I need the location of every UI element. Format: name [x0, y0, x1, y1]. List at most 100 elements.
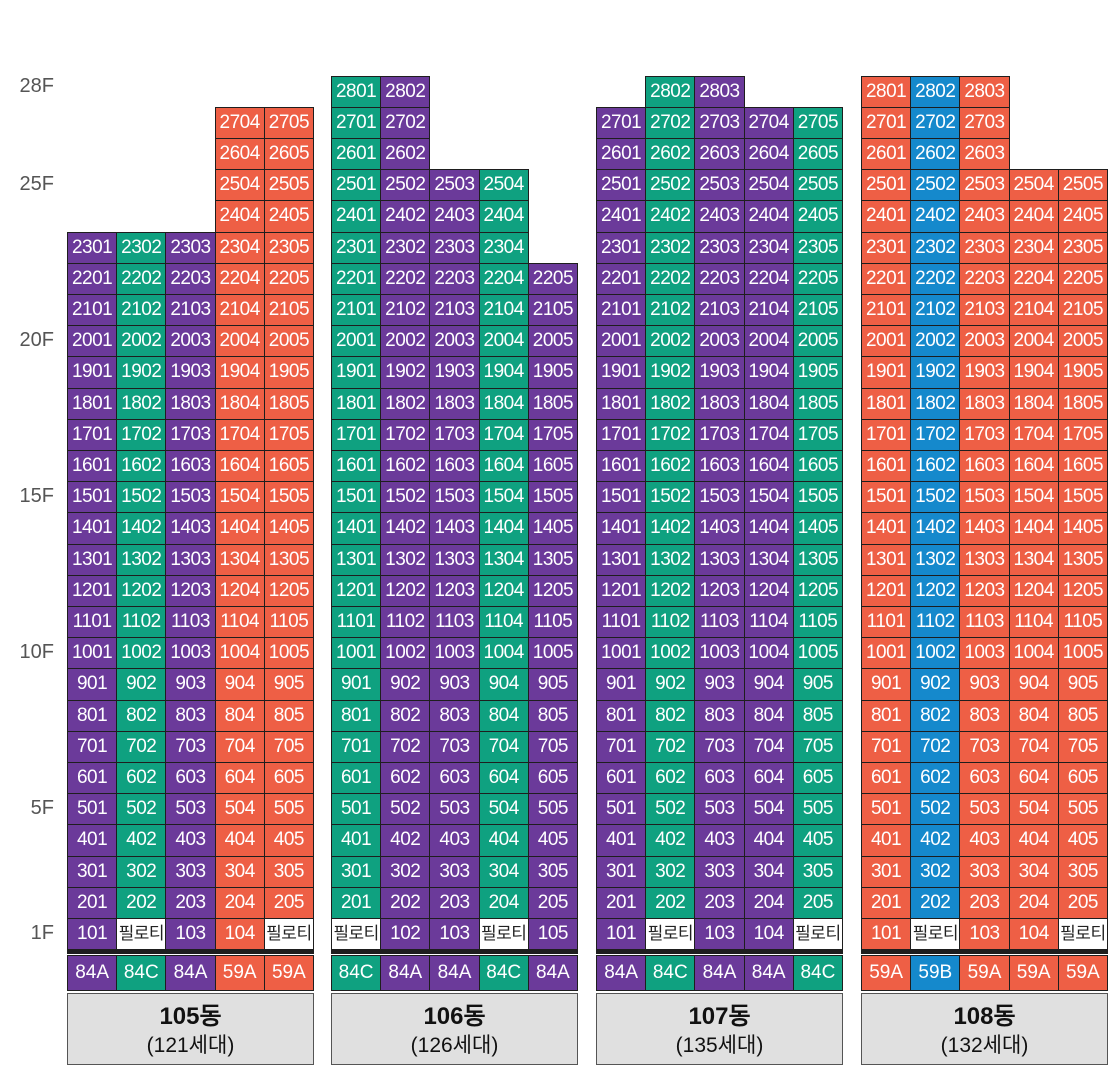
- unit-cell: 702: [645, 730, 696, 763]
- building-label-105: 105동 (121세대): [67, 993, 314, 1065]
- unit-cell: 402: [910, 824, 961, 857]
- unit-type-cell: 84C: [645, 955, 696, 991]
- unit-cell: 1001: [596, 637, 647, 670]
- unit-cell: 2004: [478, 325, 529, 358]
- unit-cell: 203: [959, 886, 1010, 919]
- unit-cell: 503: [959, 793, 1010, 826]
- unit-cell: 1804: [214, 387, 265, 420]
- unit-cell: 2505: [792, 169, 843, 202]
- unit-cell: 1404: [1008, 512, 1059, 545]
- unit-cell: 2104: [1008, 294, 1059, 327]
- unit-cell: 2002: [116, 325, 167, 358]
- unit-cell: 602: [910, 762, 961, 795]
- unit-cell: 104: [1008, 918, 1059, 951]
- unit-cell: 703: [959, 730, 1010, 763]
- unit-cell: 1001: [331, 637, 382, 670]
- unit-cell: 1501: [861, 481, 912, 514]
- unit-type-cell: 59A: [214, 955, 265, 991]
- unit-cell: 2102: [380, 294, 431, 327]
- unit-cell: 1203: [165, 574, 216, 607]
- unit-cell: 2705: [792, 106, 843, 139]
- unit-cell: 805: [263, 699, 314, 732]
- unit-cell: 2403: [959, 200, 1010, 233]
- unit-cell: 2105: [263, 294, 314, 327]
- unit-cell: 2103: [165, 294, 216, 327]
- unit-cell: 1905: [1057, 356, 1108, 389]
- unit-cell: 802: [645, 699, 696, 732]
- unit-cell: 1402: [910, 512, 961, 545]
- pilotis-cell: 필로티: [910, 918, 961, 951]
- ground-separator: [67, 950, 314, 954]
- unit-cell: 2103: [694, 294, 745, 327]
- unit-cell: 1905: [263, 356, 314, 389]
- unit-cell: 1503: [694, 481, 745, 514]
- unit-cell: 1705: [263, 418, 314, 451]
- unit-cell: 2302: [380, 231, 431, 264]
- unit-cell: 204: [478, 886, 529, 919]
- unit-cell: 2801: [861, 75, 912, 108]
- unit-cell: 1801: [67, 387, 118, 420]
- unit-cell: 205: [527, 886, 578, 919]
- unit-cell: 504: [214, 793, 265, 826]
- unit-cell: 1305: [792, 543, 843, 576]
- unit-cell: 1204: [1008, 574, 1059, 607]
- unit-cell: 604: [743, 762, 794, 795]
- unit-cell: 1702: [380, 418, 431, 451]
- unit-cell: 2201: [861, 262, 912, 295]
- unit-cell: 1205: [527, 574, 578, 607]
- unit-cell: 605: [792, 762, 843, 795]
- unit-cell: 2102: [645, 294, 696, 327]
- unit-cell: 1705: [792, 418, 843, 451]
- unit-cell: 1903: [429, 356, 480, 389]
- unit-cell: 603: [959, 762, 1010, 795]
- unit-cell: 702: [910, 730, 961, 763]
- unit-cell: 305: [527, 855, 578, 888]
- unit-cell: 902: [645, 668, 696, 701]
- unit-cell: 801: [67, 699, 118, 732]
- unit-cell: 1702: [645, 418, 696, 451]
- unit-cell: 2304: [1008, 231, 1059, 264]
- unit-cell: 2703: [694, 106, 745, 139]
- unit-cell: 2404: [214, 200, 265, 233]
- unit-cell: 1205: [263, 574, 314, 607]
- unit-cell: 101: [861, 918, 912, 951]
- unit-cell: 2302: [910, 231, 961, 264]
- unit-cell: 401: [67, 824, 118, 857]
- unit-cell: 2102: [910, 294, 961, 327]
- unit-cell: 2605: [792, 138, 843, 171]
- unit-cell: 704: [743, 730, 794, 763]
- unit-cell: 505: [527, 793, 578, 826]
- unit-cell: 203: [429, 886, 480, 919]
- unit-type-cell: 84C: [792, 955, 843, 991]
- unit-cell: 1804: [743, 387, 794, 420]
- unit-cell: 1705: [527, 418, 578, 451]
- unit-cell: 405: [792, 824, 843, 857]
- unit-cell: 2501: [861, 169, 912, 202]
- unit-cell: 2101: [67, 294, 118, 327]
- unit-cell: 2103: [429, 294, 480, 327]
- unit-cell: 703: [429, 730, 480, 763]
- unit-cell: 2001: [67, 325, 118, 358]
- unit-cell: 2005: [263, 325, 314, 358]
- unit-cell: 1005: [792, 637, 843, 670]
- unit-cell: 2203: [959, 262, 1010, 295]
- unit-cell: 1703: [694, 418, 745, 451]
- unit-cell: 1602: [380, 450, 431, 483]
- unit-cell: 2503: [959, 169, 1010, 202]
- unit-cell: 504: [1008, 793, 1059, 826]
- unit-cell: 1304: [743, 543, 794, 576]
- unit-cell: 2705: [263, 106, 314, 139]
- unit-cell: 1002: [645, 637, 696, 670]
- unit-cell: 801: [861, 699, 912, 732]
- unit-cell: 605: [527, 762, 578, 795]
- unit-cell: 203: [694, 886, 745, 919]
- unit-cell: 2505: [1057, 169, 1108, 202]
- unit-cell: 203: [165, 886, 216, 919]
- unit-cell: 2602: [910, 138, 961, 171]
- unit-cell: 604: [1008, 762, 1059, 795]
- unit-cell: 1005: [1057, 637, 1108, 670]
- unit-cell: 2503: [429, 169, 480, 202]
- unit-cell: 2104: [743, 294, 794, 327]
- unit-cell: 2003: [429, 325, 480, 358]
- pilotis-cell: 필로티: [792, 918, 843, 951]
